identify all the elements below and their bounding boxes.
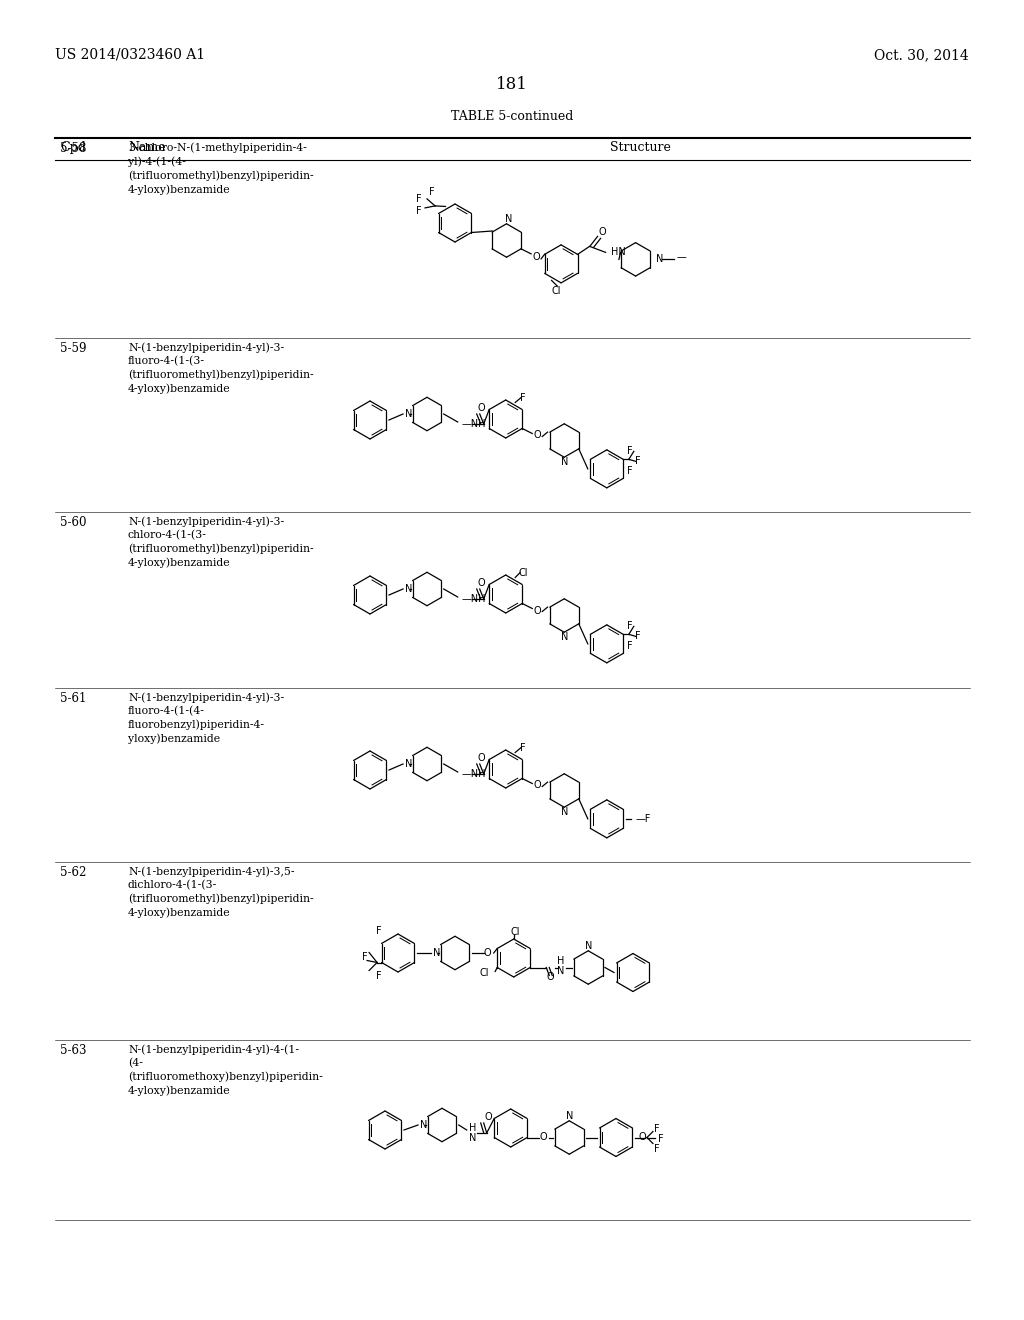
Text: F: F: [376, 970, 381, 981]
Text: —NH: —NH: [462, 418, 486, 429]
Text: F: F: [376, 927, 381, 936]
Text: N: N: [560, 632, 568, 643]
Text: O: O: [599, 227, 606, 238]
Text: F: F: [635, 631, 641, 642]
Text: O: O: [478, 752, 485, 763]
Text: N: N: [406, 409, 413, 418]
Text: N-(1-benzylpiperidin-4-yl)-4-(1-
(4-
(trifluoromethoxy)benzyl)piperidin-
4-yloxy: N-(1-benzylpiperidin-4-yl)-4-(1- (4- (tr…: [128, 1044, 323, 1096]
Text: HN: HN: [610, 247, 626, 257]
Text: N-(1-benzylpiperidin-4-yl)-3-
fluoro-4-(1-(3-
(trifluoromethyl)benzyl)piperidin-: N-(1-benzylpiperidin-4-yl)-3- fluoro-4-(…: [128, 342, 313, 395]
Text: F: F: [429, 187, 435, 197]
Text: O: O: [484, 948, 492, 958]
Text: N: N: [406, 759, 413, 770]
Text: O: O: [478, 403, 485, 413]
Text: O: O: [547, 973, 554, 982]
Text: Cl: Cl: [511, 927, 520, 937]
Text: Name: Name: [128, 141, 166, 154]
Text: TABLE 5-continued: TABLE 5-continued: [451, 110, 573, 123]
Text: O: O: [534, 780, 541, 791]
Text: H: H: [469, 1123, 476, 1133]
Text: F: F: [362, 952, 368, 962]
Text: F: F: [416, 206, 422, 216]
Text: F: F: [658, 1134, 664, 1144]
Text: Cl: Cl: [551, 286, 561, 296]
Text: Structure: Structure: [609, 141, 671, 154]
Text: N-(1-benzylpiperidin-4-yl)-3-
fluoro-4-(1-(4-
fluorobenzyl)piperidin-4-
yloxy)be: N-(1-benzylpiperidin-4-yl)-3- fluoro-4-(…: [128, 692, 284, 744]
Text: F: F: [627, 642, 633, 651]
Text: N: N: [656, 255, 664, 264]
Text: 181: 181: [496, 77, 528, 92]
Text: Cpd: Cpd: [60, 141, 86, 154]
Text: US 2014/0323460 A1: US 2014/0323460 A1: [55, 48, 205, 62]
Text: Cl: Cl: [479, 969, 489, 978]
Text: O: O: [478, 578, 485, 587]
Text: N: N: [433, 948, 440, 958]
Text: 5-58: 5-58: [60, 143, 86, 154]
Text: N: N: [560, 808, 568, 817]
Text: —NH: —NH: [462, 594, 486, 605]
Text: F: F: [627, 446, 633, 457]
Text: N: N: [557, 966, 564, 977]
Text: N: N: [469, 1133, 476, 1143]
Text: N: N: [420, 1119, 427, 1130]
Text: Cl: Cl: [518, 569, 528, 578]
Text: 5-59: 5-59: [60, 342, 86, 355]
Text: F: F: [520, 393, 526, 404]
Text: F: F: [635, 457, 641, 466]
Text: F: F: [627, 622, 633, 631]
Text: N: N: [560, 457, 568, 467]
Text: Oct. 30, 2014: Oct. 30, 2014: [874, 48, 969, 62]
Text: O: O: [534, 606, 541, 615]
Text: 5-63: 5-63: [60, 1044, 86, 1057]
Text: F: F: [654, 1125, 659, 1134]
Text: 5-62: 5-62: [60, 866, 86, 879]
Text: N-(1-benzylpiperidin-4-yl)-3,5-
dichloro-4-(1-(3-
(trifluoromethyl)benzyl)piperi: N-(1-benzylpiperidin-4-yl)-3,5- dichloro…: [128, 866, 313, 919]
Text: —: —: [676, 252, 686, 263]
Text: N: N: [505, 214, 512, 224]
Text: F: F: [654, 1144, 659, 1155]
Text: N-(1-benzylpiperidin-4-yl)-3-
chloro-4-(1-(3-
(trifluoromethyl)benzyl)piperidin-: N-(1-benzylpiperidin-4-yl)-3- chloro-4-(…: [128, 516, 313, 568]
Text: F: F: [627, 466, 633, 477]
Text: 5-60: 5-60: [60, 516, 86, 529]
Text: N: N: [406, 583, 413, 594]
Text: N: N: [565, 1111, 573, 1121]
Text: O: O: [639, 1133, 646, 1143]
Text: F: F: [416, 194, 422, 203]
Text: N: N: [585, 941, 592, 950]
Text: 3-chloro-N-(1-methylpiperidin-4-
yl)-4-(1-(4-
(trifluoromethyl)benzyl)piperidin-: 3-chloro-N-(1-methylpiperidin-4- yl)-4-(…: [128, 143, 313, 194]
Text: F: F: [520, 743, 526, 754]
Text: —NH: —NH: [462, 770, 486, 779]
Text: O: O: [532, 252, 540, 261]
Text: H: H: [557, 957, 564, 966]
Text: O: O: [485, 1111, 493, 1122]
Text: 5-61: 5-61: [60, 692, 86, 705]
Text: —F: —F: [636, 814, 651, 824]
Text: O: O: [540, 1133, 547, 1143]
Text: O: O: [534, 430, 541, 441]
